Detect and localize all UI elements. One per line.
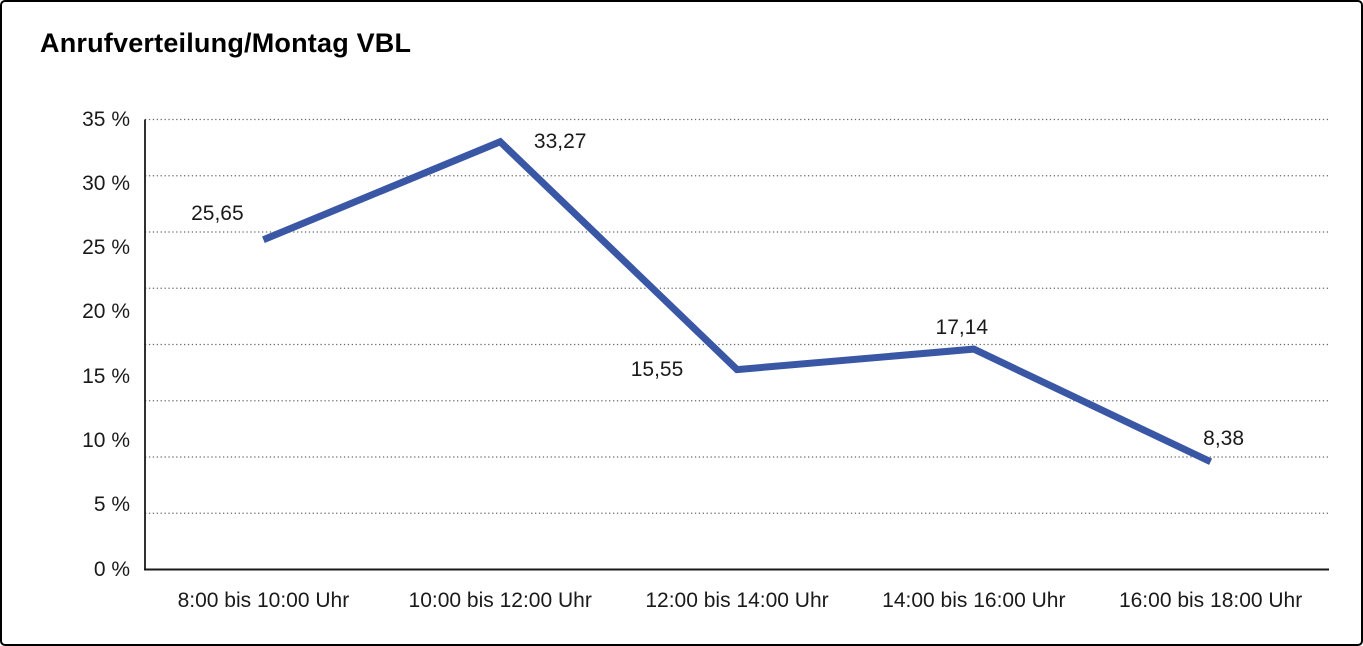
data-line [262,137,1213,465]
chart-title: Anrufverteilung/Montag VBL [40,28,412,58]
